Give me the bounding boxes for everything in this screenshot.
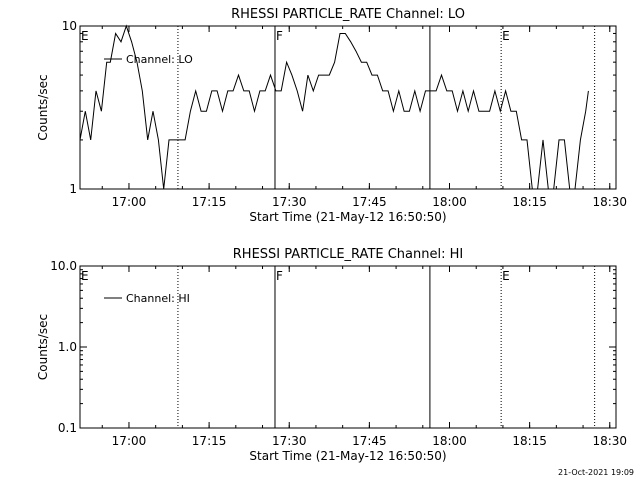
panel2-x-tick-label: 17:00 (112, 434, 147, 448)
panel2-event-label: E (81, 269, 89, 283)
panel2-frame (79, 265, 617, 429)
panel1-x-tick-label: 18:30 (592, 195, 627, 209)
panel1-y-tick-label: 10 (62, 19, 77, 33)
panel1-frame (79, 25, 617, 190)
panel2-x-tick-label: 18:15 (512, 434, 547, 448)
panel1-x-tick-label: 17:15 (192, 195, 227, 209)
panel2-legend-label: Channel: HI (126, 292, 190, 305)
panel1-x-tick-label: 18:15 (512, 195, 547, 209)
panel1-x-tick-label: 18:00 (432, 195, 467, 209)
panel1-legend-label: Channel: LO (126, 53, 193, 66)
panel2-event-label: F (276, 269, 283, 283)
panel2-y-tick-label: 1.0 (58, 340, 77, 354)
panel1-x-tick-label: 17:30 (272, 195, 307, 209)
panel1-series-line (79, 24, 589, 190)
panel2-title: RHESSI PARTICLE_RATE Channel: HI (233, 247, 463, 262)
panel2-x-tick-label: 17:45 (352, 434, 387, 448)
panel1-event-label: E (81, 29, 89, 43)
panel2-x-tick-label: 17:30 (272, 434, 307, 448)
panel1-y-tick-label: 1 (69, 182, 77, 196)
panel1-event-label: E (502, 29, 510, 43)
panel2-x-tick-label: 18:30 (592, 434, 627, 448)
panel2-y-axis-label: Counts/sec (36, 314, 50, 380)
panel2-event-label: E (502, 269, 510, 283)
panel2-y-tick-label: 10.0 (50, 259, 77, 273)
panel1-x-axis-label: Start Time (21-May-12 16:50:50) (249, 210, 446, 224)
panel1-y-axis-label: Counts/sec (36, 74, 50, 140)
panel2-x-axis-label: Start Time (21-May-12 16:50:50) (249, 449, 446, 463)
panel1-x-tick-label: 17:00 (112, 195, 147, 209)
panel1-event-label: F (276, 29, 283, 43)
panel2-x-tick-label: 17:15 (192, 434, 227, 448)
generated-timestamp: 21-Oct-2021 19:09 (558, 468, 634, 477)
panel2-y-tick-label: 0.1 (58, 421, 77, 435)
panel2-x-tick-label: 18:00 (432, 434, 467, 448)
panel1-title: RHESSI PARTICLE_RATE Channel: LO (231, 7, 465, 22)
panel1-x-tick-label: 17:45 (352, 195, 387, 209)
